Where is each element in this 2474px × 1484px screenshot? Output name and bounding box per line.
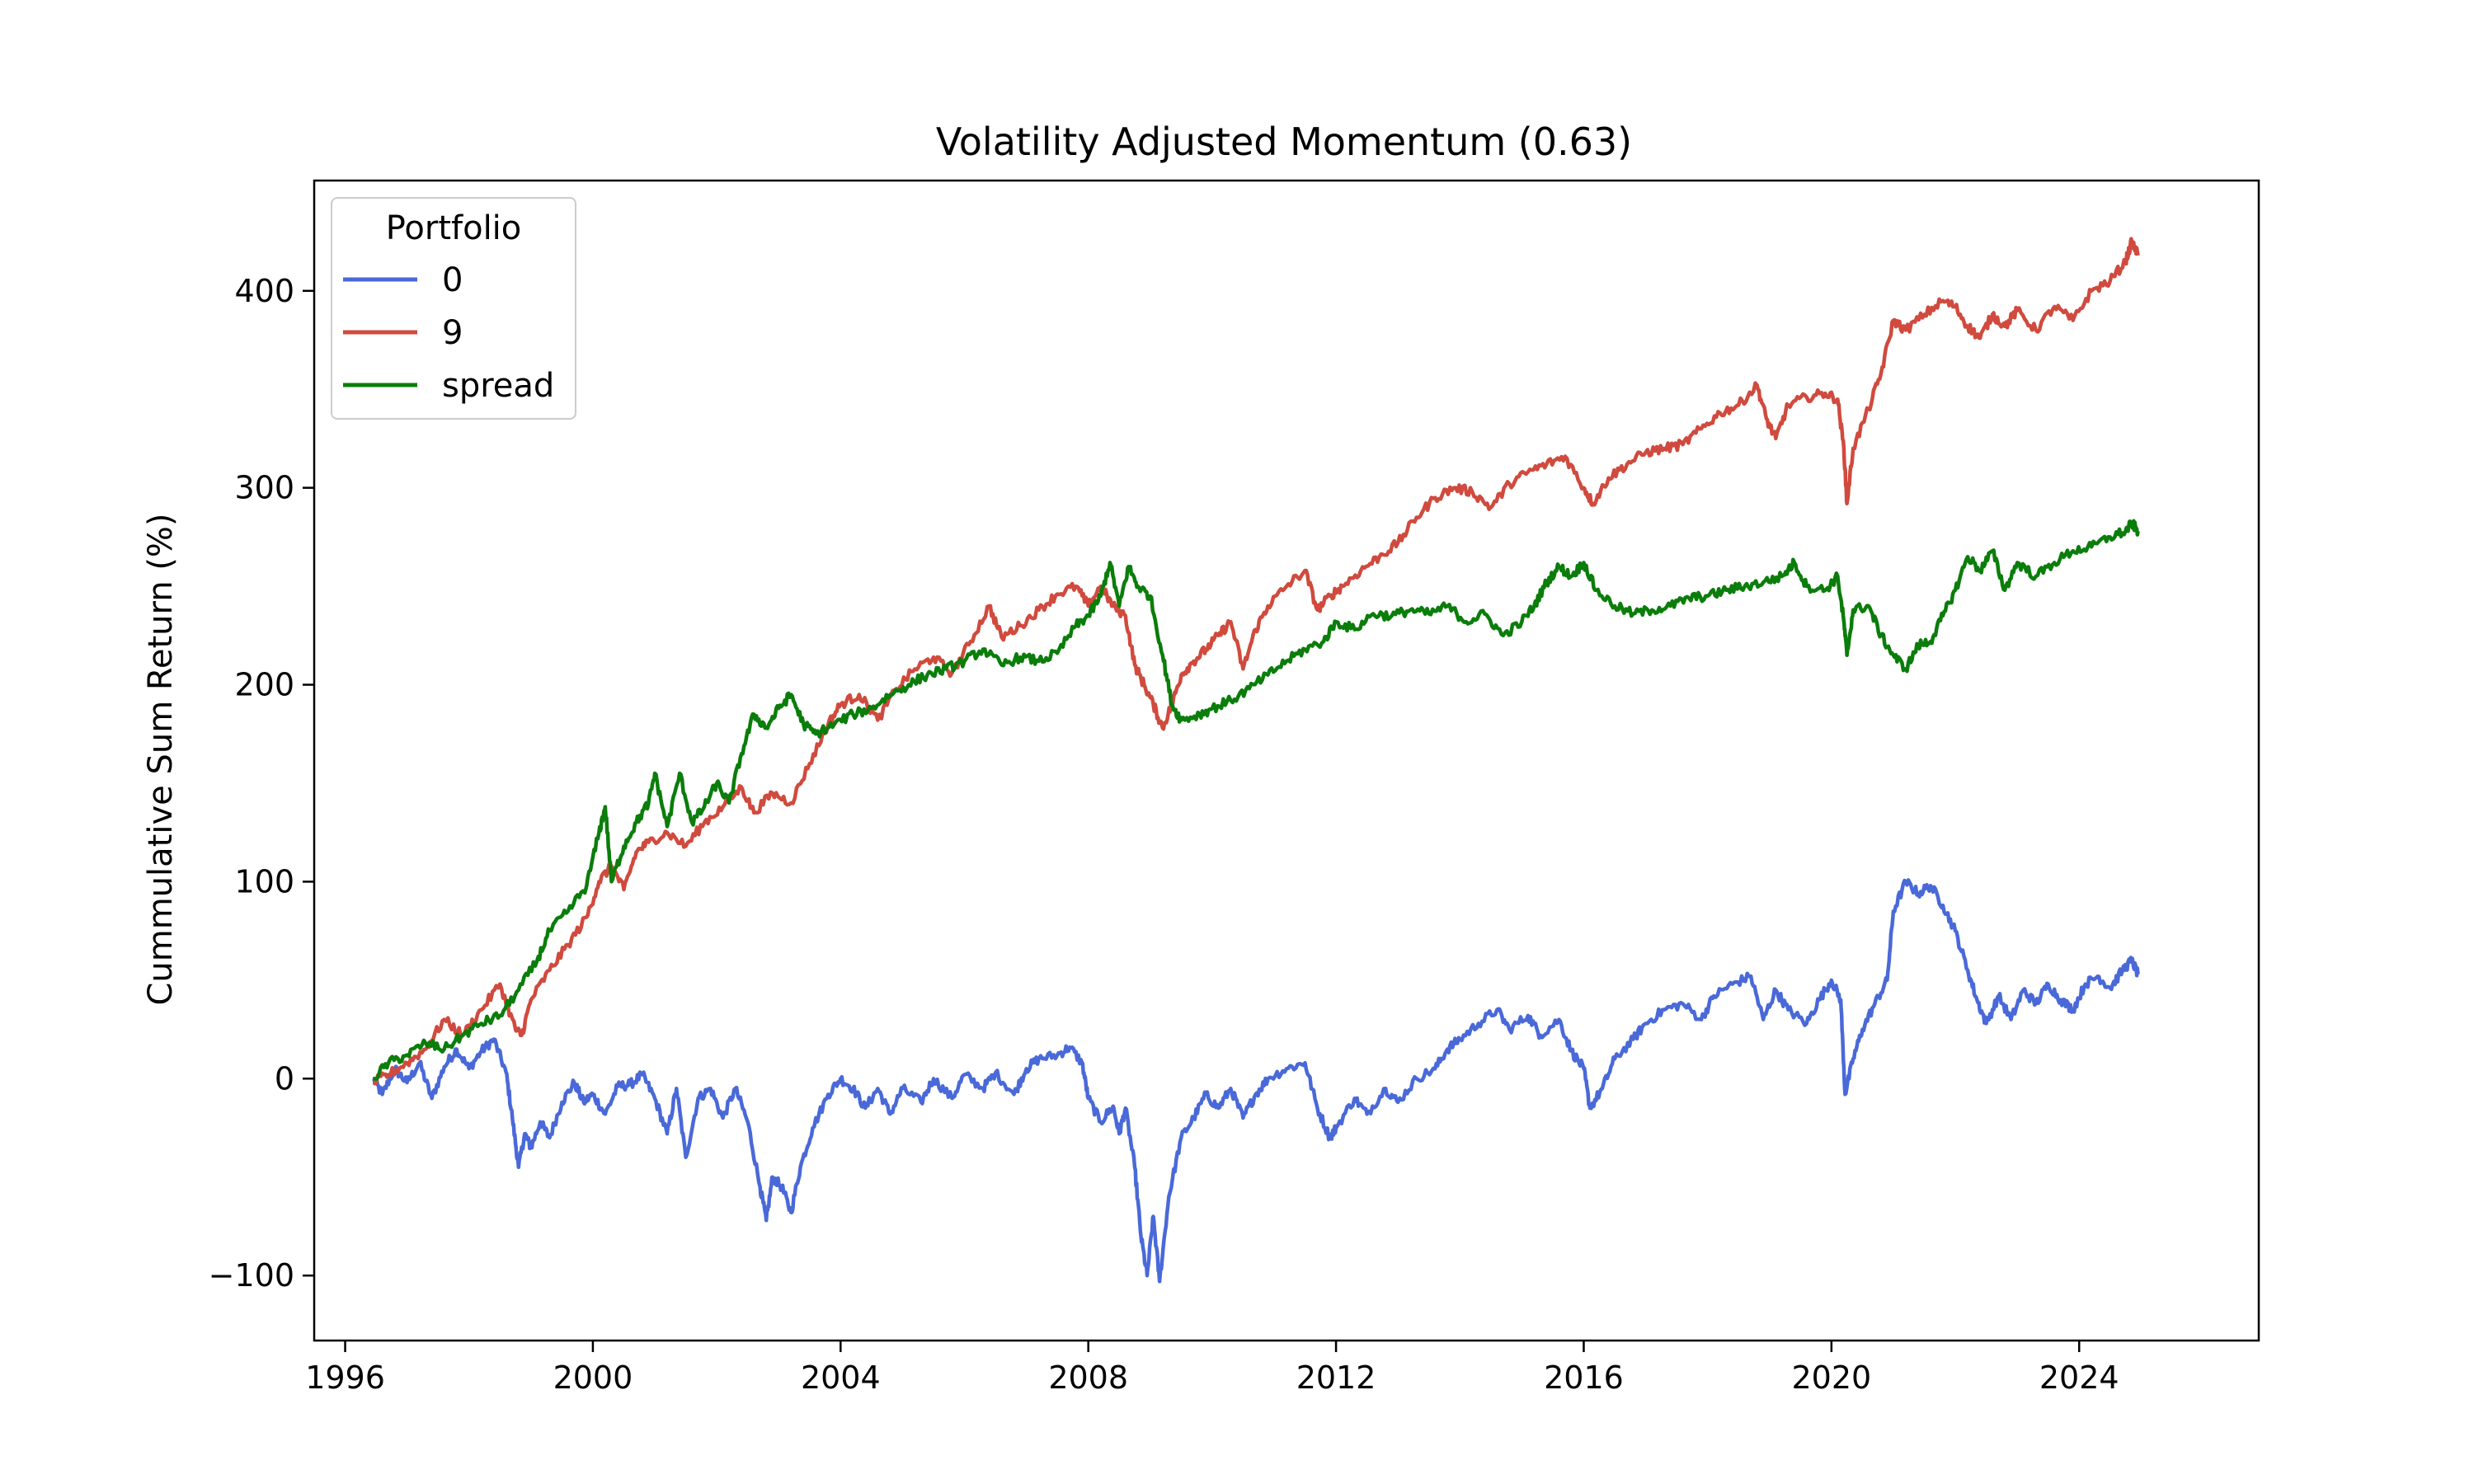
x-tick-label: 2016 [1544,1360,1624,1396]
x-tick-label: 2000 [553,1360,633,1396]
y-tick-label: 200 [234,667,294,703]
x-tick-label: 2008 [1048,1360,1128,1396]
series-line-0 [372,878,2140,1284]
y-tick-label: 400 [234,273,294,309]
x-tick-label: 1996 [305,1360,385,1396]
x-tick-label: 2012 [1296,1360,1376,1396]
legend-label-9: 9 [442,314,463,352]
legend-label-spread: spread [442,367,554,405]
y-tick-label: 0 [275,1060,294,1097]
y-axis-ticks: −100 0 100 200 300 400 [209,273,314,1294]
series-line-9 [372,237,2140,1086]
legend-box [331,197,576,420]
y-axis-label: Cummulative Sum Return (%) [142,513,180,1005]
x-tick-label: 2024 [2039,1360,2119,1396]
x-tick-label: 2004 [801,1360,881,1396]
y-tick-label: 100 [234,863,294,899]
y-tick-label: −100 [209,1257,294,1294]
series-line-spread [372,519,2140,1082]
chart-title: Volatility Adjusted Momentum (0.63) [936,120,1632,164]
legend-label-0: 0 [442,261,463,299]
plot-lines [372,237,2140,1284]
legend: Portfolio 0 9 spread [331,197,576,420]
y-tick-label: 300 [234,470,294,506]
x-tick-label: 2020 [1791,1360,1871,1396]
legend-title: Portfolio [386,209,522,247]
x-axis-ticks: 1996 2000 2004 2008 2012 2016 2020 2024 [305,1341,2119,1396]
plot-frame [313,179,2260,1342]
